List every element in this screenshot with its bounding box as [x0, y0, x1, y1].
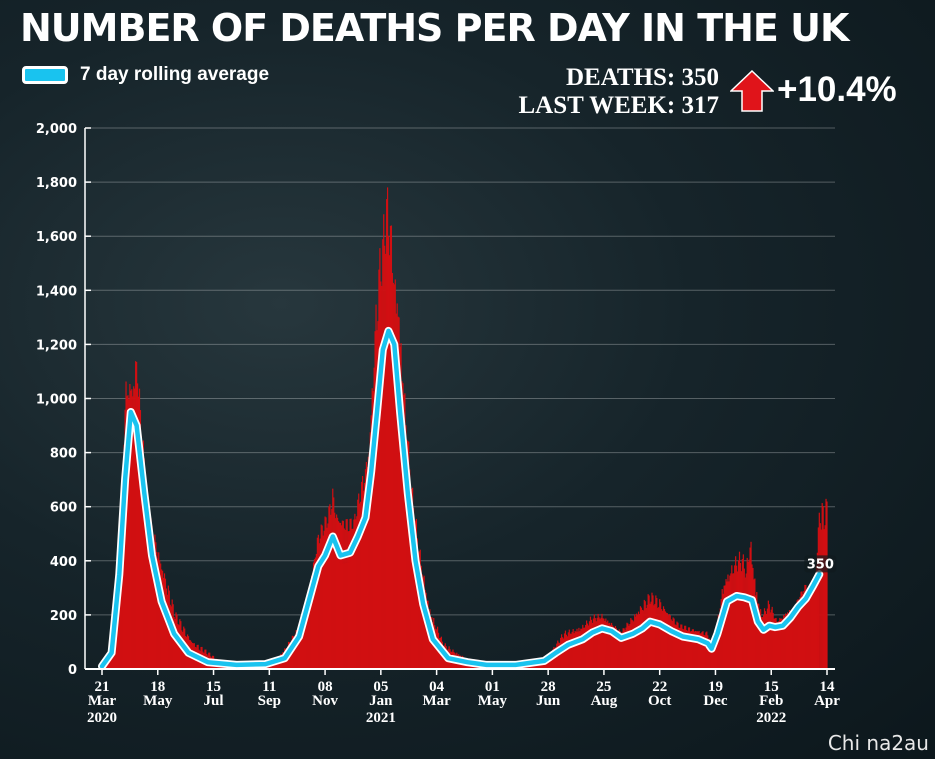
y-tick-label: 1,800	[36, 176, 77, 191]
y-axis: 0 200 400 600 800 1,000 1,200 1,400 1,600 1,800 2,…	[36, 122, 91, 678]
y-tick-label: 200	[50, 609, 77, 624]
x-tick-month: Dec	[703, 693, 727, 709]
x-tick-month: Oct	[648, 693, 671, 709]
annotations: 350	[804, 555, 837, 573]
daily-bar	[822, 506, 824, 669]
chart-title: NUMBER OF DEATHS PER DAY IN THE UK	[20, 6, 849, 50]
y-tick-label: 0	[68, 663, 77, 678]
x-tick-month: Mar	[422, 693, 451, 709]
x-tick-month: Aug	[591, 693, 618, 709]
daily-bar	[820, 529, 822, 669]
daily-bar	[824, 525, 826, 669]
x-tick-month: Jul	[204, 693, 224, 709]
y-tick-label: 1,600	[36, 230, 77, 245]
x-tick-month: Apr	[814, 693, 840, 709]
x-tick-day: 05	[373, 679, 388, 695]
x-tick-month: Sep	[258, 693, 281, 709]
bar-area	[102, 357, 820, 669]
y-tick-label: 400	[50, 555, 77, 570]
rolling-average-line	[98, 326, 824, 671]
x-tick-day: 22	[652, 679, 667, 695]
y-tick-label: 1,200	[36, 338, 77, 353]
x-tick-year: 2020	[87, 710, 117, 726]
daily-bar	[819, 523, 821, 669]
legend-swatch	[22, 66, 68, 84]
x-tick-month: Mar	[88, 693, 117, 709]
last-week-stat: LAST WEEK: 317	[518, 92, 719, 119]
up-arrow-icon	[730, 70, 774, 112]
x-tick-year: 2022	[756, 710, 786, 726]
annotation-label: 350	[807, 557, 834, 572]
x-tick-day: 15	[206, 679, 221, 695]
rolling-average-series	[99, 328, 822, 669]
gridlines	[91, 127, 835, 670]
x-tick-month: Feb	[759, 693, 783, 709]
daily-bars	[101, 187, 828, 669]
x-tick-day: 08	[318, 679, 333, 695]
x-tick-day: 18	[150, 679, 165, 695]
x-tick-year: 2021	[366, 710, 396, 726]
x-tick-day: 04	[429, 679, 445, 695]
annotation-bg	[804, 555, 837, 573]
x-tick-day: 15	[764, 679, 779, 695]
percent-change: +10.4%	[777, 70, 897, 109]
y-tick-label: 1,000	[36, 393, 77, 408]
watermark: Chi na2au	[827, 731, 929, 755]
x-tick-day: 01	[485, 679, 500, 695]
x-tick-month: Nov	[312, 693, 338, 709]
legend-label: 7 day rolling average	[80, 64, 270, 85]
x-tick-day: 28	[541, 679, 556, 695]
y-tick-label: 600	[50, 501, 77, 516]
x-tick-month: Jun	[536, 693, 561, 709]
rolling-average-outline	[98, 326, 824, 671]
x-tick-month: May	[478, 693, 508, 709]
daily-bar	[825, 498, 827, 669]
deaths-stat: DEATHS: 350	[565, 64, 719, 91]
stats-block: DEATHS: 350 LAST WEEK: 317	[518, 64, 719, 120]
y-tick-label: 1,400	[36, 284, 77, 299]
legend: 7 day rolling average	[22, 64, 269, 86]
y-tick-label: 2,000	[36, 122, 77, 137]
x-tick-day: 25	[596, 679, 611, 695]
daily-bar	[821, 503, 823, 669]
x-tick-day: 21	[95, 679, 110, 695]
x-tick-day: 11	[262, 679, 276, 695]
x-tick-day: 19	[708, 679, 723, 695]
daily-bar	[826, 501, 828, 669]
daily-bar	[818, 512, 820, 669]
x-tick-day: 14	[820, 679, 836, 695]
x-axis: 21Mar202018May15Jul11Sep08Nov05Jan202104…	[85, 668, 840, 726]
y-tick-label: 800	[50, 447, 77, 462]
daily-bar	[823, 529, 825, 669]
x-tick-month: May	[143, 693, 173, 709]
x-tick-month: Jan	[369, 693, 393, 709]
